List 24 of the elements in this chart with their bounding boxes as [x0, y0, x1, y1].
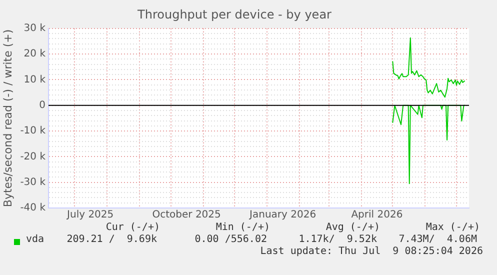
y-tick-label: -30 k — [20, 176, 46, 188]
text: 209.21 / 9.69k — [66, 234, 157, 245]
y-tick-label: -40 k — [20, 202, 46, 214]
text: 0.00 /556.02 — [194, 234, 267, 245]
y-tick-label: -20 k — [20, 151, 46, 162]
x-tick-label: April 2026 — [351, 210, 403, 221]
y-axis-title: Bytes/second read (-) / write (+) — [1, 29, 14, 208]
y-tick-label: 20 k — [24, 48, 46, 60]
y-tick-label: -10 k — [20, 126, 46, 137]
y-tick-label: 30 k — [24, 22, 46, 34]
text: 7.43M/ 4.06M — [398, 234, 477, 245]
text: Last update: Thu Jul 9 08:25:04 2026 — [260, 246, 483, 257]
y-tick-label: 0 — [39, 100, 46, 111]
text: Cur (-/+) — [106, 222, 160, 233]
y-tick-label: 10 k — [24, 74, 46, 86]
text: Min (-/+) — [216, 222, 270, 233]
text: 1.17k/ 9.52k — [298, 234, 377, 245]
text: Max (-/+) — [426, 222, 480, 233]
x-tick-label: July 2025 — [66, 210, 114, 221]
text: Avg (-/+) — [326, 222, 380, 233]
chart-title: Throughput per device - by year — [136, 7, 332, 22]
x-tick-label: January 2026 — [248, 210, 316, 221]
x-tick-label: October 2025 — [152, 210, 221, 221]
legend-label: vda — [26, 234, 44, 245]
